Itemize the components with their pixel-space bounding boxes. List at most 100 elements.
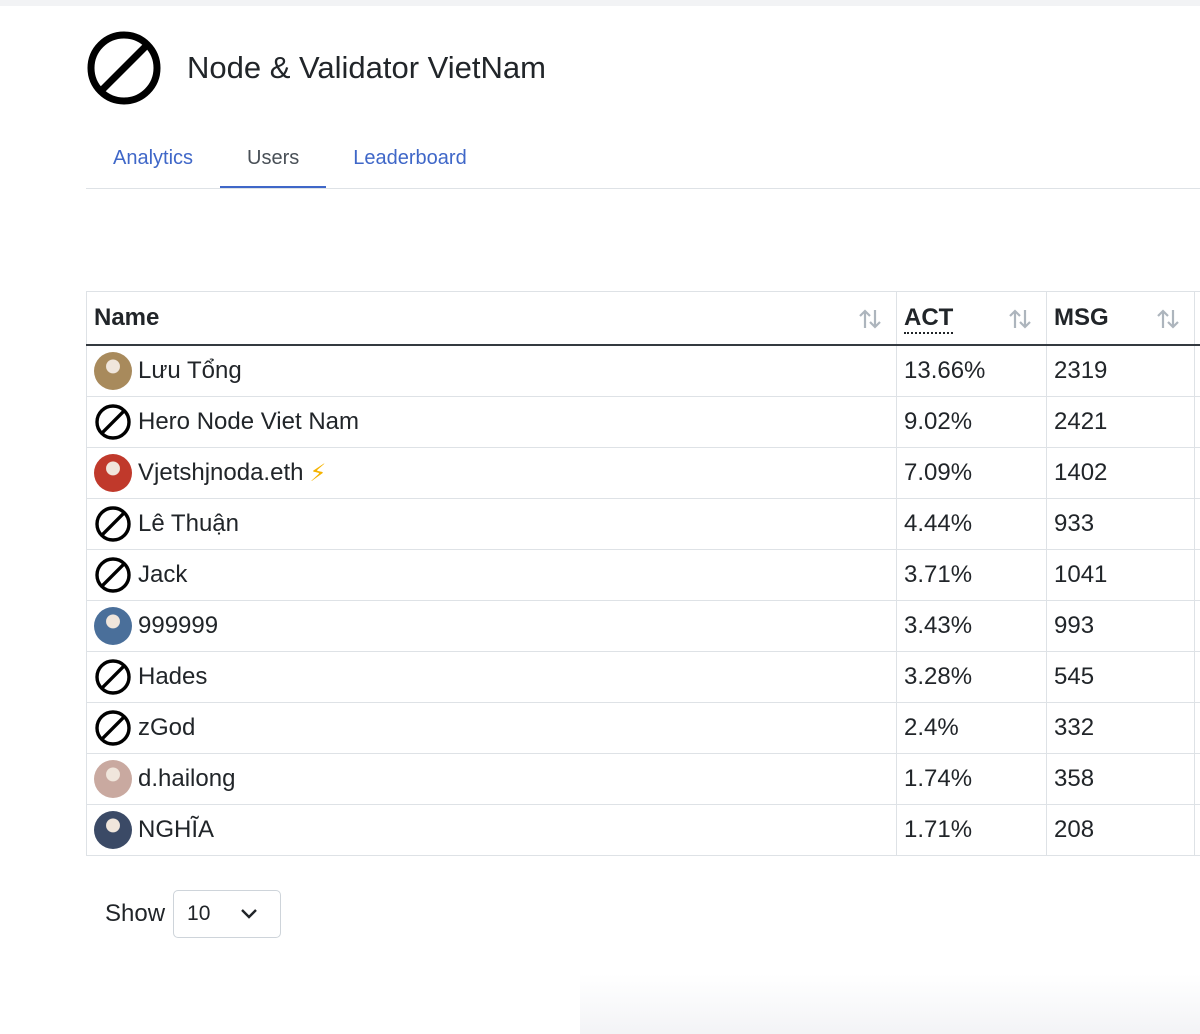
cell-act: 2.4% (896, 702, 1047, 754)
column-header-label: MSG (1054, 304, 1109, 331)
column-header-label: Name (94, 304, 160, 331)
cell-msg: 2421 (1046, 396, 1195, 448)
cell-extra (1194, 651, 1200, 703)
user-name[interactable]: Lê Thuận (138, 510, 239, 537)
cell-name: 999999 (86, 600, 897, 652)
cell-msg: 2319 (1046, 344, 1195, 397)
avatar (94, 811, 132, 849)
cell-msg: 358 (1046, 753, 1195, 805)
no-entry-icon (87, 31, 161, 105)
cell-name: Lê Thuận (86, 498, 897, 550)
cell-act: 3.43% (896, 600, 1047, 652)
cell-msg: 933 (1046, 498, 1195, 550)
cell-extra (1194, 396, 1200, 448)
cell-msg: 1041 (1046, 549, 1195, 601)
table-row[interactable]: zGod 2.4% 332 (86, 702, 1200, 754)
cell-extra (1194, 702, 1200, 754)
user-name-cell: Hades (94, 653, 889, 702)
table-body: Lưu Tổng 13.66% 2319 Hero Node Viet Nam 9.02… (86, 344, 1200, 856)
user-name[interactable]: Hades (138, 663, 208, 690)
cell-act: 3.71% (896, 549, 1047, 601)
sort-icon[interactable] (1008, 308, 1032, 330)
no-entry-icon (94, 556, 132, 594)
column-header-act[interactable]: ACT (896, 291, 1047, 346)
table-row[interactable]: 999999 3.43% 993 (86, 600, 1200, 652)
no-entry-icon (94, 403, 132, 441)
user-name-cell: Lê Thuận (94, 500, 889, 549)
user-name[interactable]: NGHĨA (138, 816, 215, 843)
user-name-cell: d.hailong (94, 755, 889, 804)
page-size-select[interactable]: 10 (173, 890, 282, 938)
bottom-shadow (580, 974, 1200, 1034)
users-table-container: Name ACT MSG (86, 291, 1200, 856)
cell-name: Hades (86, 651, 897, 703)
no-entry-icon (94, 709, 132, 747)
user-name-cell: Vjetshjnoda.eth ⚡ (94, 449, 889, 498)
table-row[interactable]: Jack 3.71% 1041 (86, 549, 1200, 601)
table-row[interactable]: Lưu Tổng 13.66% 2319 (86, 344, 1200, 397)
page-title: Node & Validator VietNam (187, 50, 546, 85)
table-row[interactable]: Hades 3.28% 545 (86, 651, 1200, 703)
sort-icon[interactable] (858, 308, 882, 330)
user-name-cell: 999999 (94, 602, 889, 651)
column-header-extra (1194, 291, 1200, 346)
cell-act: 9.02% (896, 396, 1047, 448)
user-name[interactable]: Hero Node Viet Nam (138, 408, 359, 435)
cell-name: d.hailong (86, 753, 897, 805)
tab-leaderboard[interactable]: Leaderboard (353, 147, 467, 169)
cell-msg: 1402 (1046, 447, 1195, 499)
cell-name: Hero Node Viet Nam (86, 396, 897, 448)
user-name-cell: Lưu Tổng (94, 346, 889, 396)
tab-users[interactable]: Users (220, 130, 327, 188)
cell-msg: 993 (1046, 600, 1195, 652)
cell-name: Lưu Tổng (86, 344, 897, 397)
cell-name: Jack (86, 549, 897, 601)
avatar (94, 454, 132, 492)
user-name-cell: NGHĨA (94, 806, 889, 855)
page-size-control: Show 10 (105, 890, 282, 938)
cell-extra (1194, 600, 1200, 652)
tab-analytics[interactable]: Analytics (113, 147, 194, 169)
no-entry-icon (94, 505, 132, 543)
cell-extra (1194, 549, 1200, 601)
cell-msg: 545 (1046, 651, 1195, 703)
table-row[interactable]: Vjetshjnoda.eth ⚡ 7.09% 1402 (86, 447, 1200, 499)
page-size-value: 10 (187, 902, 211, 925)
table-row[interactable]: d.hailong 1.74% 358 (86, 753, 1200, 805)
cell-name: NGHĨA (86, 804, 897, 856)
page-header: Node & Validator VietNam (86, 30, 546, 106)
table-row[interactable]: Hero Node Viet Nam 9.02% 2421 (86, 396, 1200, 448)
cell-act: 4.44% (896, 498, 1047, 550)
cell-msg: 208 (1046, 804, 1195, 856)
show-label: Show (105, 900, 166, 927)
cell-extra (1194, 804, 1200, 856)
user-name-cell: Jack (94, 551, 889, 600)
cell-msg: 332 (1046, 702, 1195, 754)
cell-act: 7.09% (896, 447, 1047, 499)
table-row[interactable]: NGHĨA 1.71% 208 (86, 804, 1200, 856)
cell-name: zGod (86, 702, 897, 754)
sort-icon[interactable] (1156, 308, 1180, 330)
column-header-msg[interactable]: MSG (1046, 291, 1195, 346)
avatar (94, 760, 132, 798)
chevron-down-icon (241, 909, 257, 919)
no-entry-icon (94, 658, 132, 696)
user-name[interactable]: d.hailong (138, 765, 236, 792)
table-row[interactable]: Lê Thuận 4.44% 933 (86, 498, 1200, 550)
table-header-row: Name ACT MSG (86, 291, 1200, 346)
user-name-cell: Hero Node Viet Nam (94, 398, 889, 447)
users-table: Name ACT MSG (86, 291, 1200, 856)
user-name[interactable]: Jack (138, 561, 188, 588)
user-name[interactable]: Vjetshjnoda.eth (138, 459, 304, 486)
tab-bar: Analytics Users Leaderboard (86, 130, 1200, 189)
avatar (94, 352, 132, 390)
user-name[interactable]: zGod (138, 714, 196, 741)
cell-act: 1.74% (896, 753, 1047, 805)
avatar (94, 607, 132, 645)
cell-act: 1.71% (896, 804, 1047, 856)
user-name[interactable]: 999999 (138, 612, 219, 639)
cell-act: 13.66% (896, 344, 1047, 397)
column-header-name[interactable]: Name (86, 291, 897, 346)
user-name[interactable]: Lưu Tổng (138, 357, 242, 384)
cell-extra (1194, 498, 1200, 550)
